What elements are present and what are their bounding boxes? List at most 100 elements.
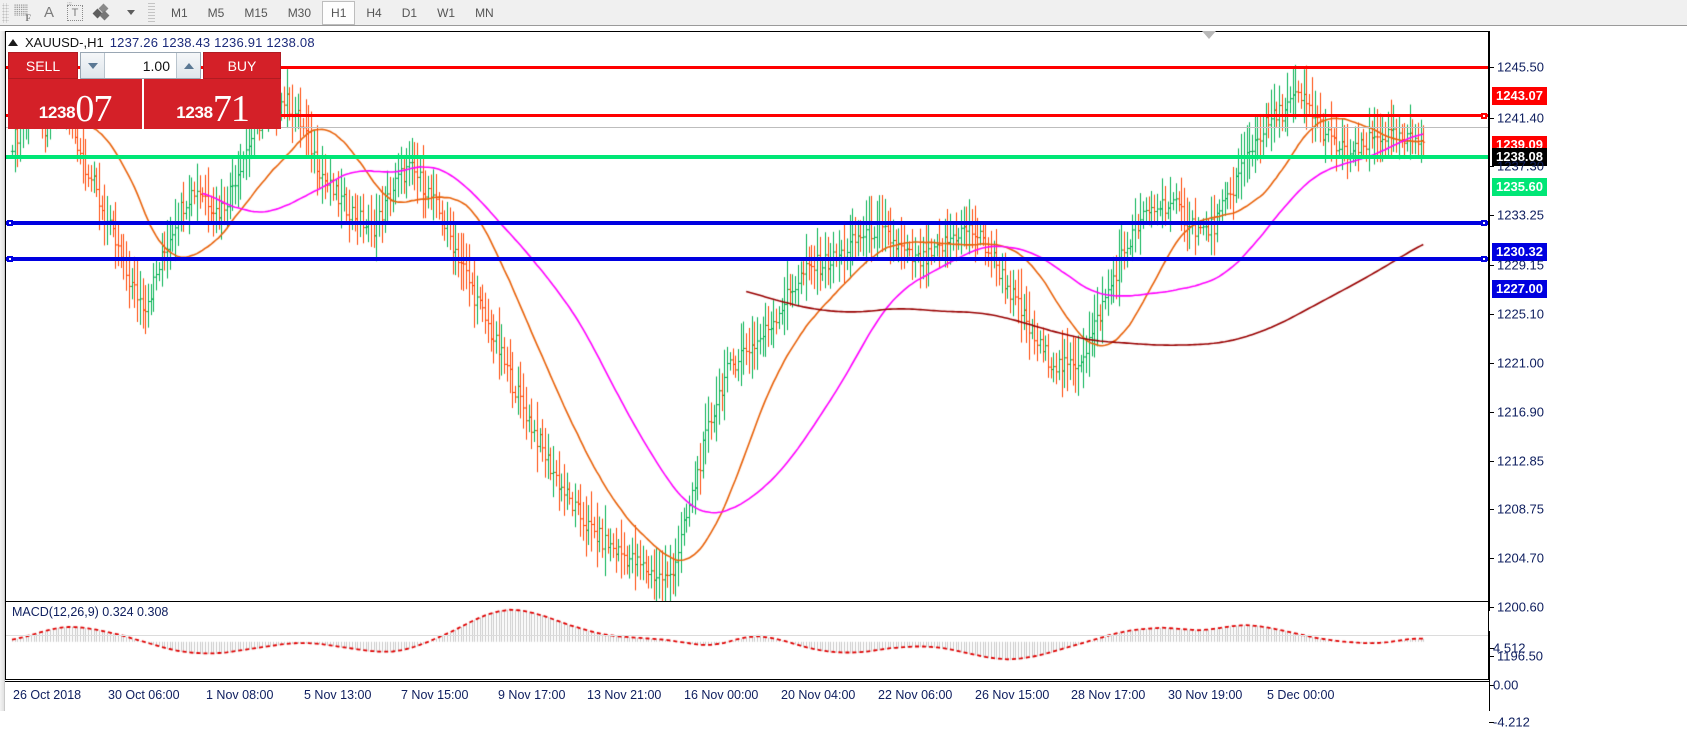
time-axis-label: 28 Nov 17:00 [1071, 688, 1146, 702]
volume-decrement-chevron-down-icon[interactable] [81, 53, 105, 78]
price-line-anchor-handle[interactable] [1481, 220, 1487, 226]
price-tick-mark [1489, 166, 1494, 167]
time-axis-label: 26 Nov 15:00 [975, 688, 1050, 702]
sell-price-display[interactable]: 1238 07 [8, 79, 144, 129]
price-line-anchor-handle[interactable] [7, 220, 13, 226]
toolbar-grip-handle[interactable] [2, 2, 9, 23]
order-line-1239[interactable] [6, 114, 1488, 117]
price-tick-mark [1489, 265, 1494, 266]
macd-indicator-panel[interactable]: MACD(12,26,9) 0.324 0.308 [5, 601, 1489, 680]
time-axis-label: 22 Nov 06:00 [878, 688, 953, 702]
chart-scale-drop-marker[interactable] [1202, 31, 1216, 39]
macd-zero-line [6, 635, 1488, 636]
timeframe-button-d1[interactable]: D1 [401, 5, 418, 20]
time-axis-label: 9 Nov 17:00 [498, 688, 566, 702]
chart-collapse-triangle-icon[interactable] [8, 38, 18, 46]
timeframe-button-m30[interactable]: M30 [287, 5, 312, 20]
timeframe-button-m1[interactable]: M1 [171, 5, 188, 20]
price-tick-label: 1196.50 [1497, 648, 1544, 664]
objects-diamonds-icon[interactable] [88, 2, 116, 24]
macd-tick-mark [1489, 722, 1494, 723]
price-tick-label: 1221.00 [1497, 355, 1544, 371]
sell-price-prefix: 1238 [38, 103, 76, 122]
resistance-line-1243[interactable] [6, 66, 1488, 69]
price-tick-mark [1489, 558, 1494, 559]
main-toolbar: F A T M1 M5 M15 M30 H1 H4 D1 W1 MN [0, 0, 1687, 26]
price-axis-line [1489, 31, 1490, 611]
time-axis[interactable]: 26 Oct 2018 30 Oct 06:00 1 Nov 08:00 5 Nov … [5, 681, 1489, 711]
price-tick-mark [1489, 412, 1494, 413]
timeframe-button-m15[interactable]: M15 [244, 5, 268, 20]
timeframe-button-m5[interactable]: M5 [207, 5, 225, 20]
price-tick-mark [1489, 656, 1494, 657]
time-axis-label: 16 Nov 00:00 [684, 688, 759, 702]
window-left-grip [0, 31, 5, 711]
price-level-tag[interactable]: 1227.00 [1492, 280, 1547, 298]
price-tick-label: 1225.10 [1497, 306, 1544, 322]
price-tick-mark [1489, 607, 1494, 608]
chart-ohlc-values: 1237.26 1238.43 1236.91 1238.08 [109, 34, 315, 50]
price-line-anchor-handle[interactable] [7, 256, 13, 262]
objects-dropdown-caret-icon[interactable] [116, 2, 142, 24]
price-tick-label: 1245.50 [1497, 59, 1544, 75]
volume-stepper[interactable]: 1.00 [80, 52, 201, 79]
price-tick-mark [1489, 67, 1494, 68]
volume-input[interactable]: 1.00 [105, 53, 176, 78]
text-label-t-icon[interactable]: T [62, 1, 88, 24]
one-click-prices: 1238 07 1238 71 [8, 79, 281, 129]
price-tick-mark [1489, 509, 1494, 510]
timeframe-button-h4[interactable]: H4 [366, 5, 382, 20]
price-line-anchor-handle[interactable] [1481, 112, 1487, 119]
timeframe-button-h1[interactable]: H1 [322, 0, 356, 25]
support-line-1235[interactable] [6, 155, 1488, 159]
price-tick-label: 1212.85 [1497, 453, 1544, 469]
support-line-1230[interactable] [6, 221, 1488, 225]
price-level-tag[interactable]: 1230.32 [1492, 243, 1547, 261]
price-axis[interactable]: 1245.50 1243.07 1241.40 1239.09 1238.08 1237.… [1489, 31, 1685, 730]
price-tick-label: 1200.60 [1497, 599, 1544, 615]
timeframe-button-mn[interactable]: MN [475, 5, 494, 20]
time-axis-label: 7 Nov 15:00 [401, 688, 469, 702]
support-line-1227[interactable] [6, 257, 1488, 261]
price-tick-label: 1233.25 [1497, 207, 1544, 223]
timeframe-button-w1[interactable]: W1 [437, 5, 456, 20]
toolbar-separator [148, 2, 155, 23]
macd-tick-mark [1489, 685, 1494, 686]
time-axis-label: 30 Nov 19:00 [1168, 688, 1243, 702]
buy-button[interactable]: BUY [203, 52, 281, 79]
buy-price-display[interactable]: 1238 71 [144, 79, 281, 129]
macd-axis-line [1489, 631, 1490, 711]
price-tick-label: 1241.40 [1497, 110, 1544, 126]
price-level-tag[interactable]: 1243.07 [1492, 87, 1547, 105]
time-axis-label: 30 Oct 06:00 [108, 688, 180, 702]
macd-label: MACD(12,26,9) 0.324 0.308 [12, 605, 169, 619]
time-axis-label: 20 Nov 04:00 [781, 688, 856, 702]
price-tick-label: 1229.15 [1497, 257, 1544, 273]
time-axis-label: 13 Nov 21:00 [587, 688, 662, 702]
time-axis-label: 5 Nov 13:00 [304, 688, 372, 702]
price-tick-mark [1489, 363, 1494, 364]
time-axis-label: 1 Nov 08:00 [206, 688, 274, 702]
text-a-icon[interactable]: A [43, 4, 54, 21]
sell-button[interactable]: SELL [8, 52, 78, 79]
macd-canvas [6, 602, 1488, 679]
crosshair-f-icon[interactable]: F [9, 2, 36, 24]
volume-increment-chevron-up-icon[interactable] [176, 53, 200, 78]
price-tick-mark [1489, 118, 1494, 119]
bid-line-1238[interactable] [6, 127, 1488, 128]
timeframe-button-group: M1 M5 M15 M30 H1 H4 D1 W1 MN [161, 0, 504, 25]
price-line-anchor-handle[interactable] [1481, 256, 1487, 262]
macd-tick-label: 0.00 [1493, 677, 1519, 693]
chart-header: XAUUSD-,H1 1237.26 1238.43 1236.91 1238.… [8, 33, 1487, 51]
price-level-tag[interactable]: 1235.60 [1492, 178, 1547, 196]
one-click-trading-controls: SELL 1.00 BUY [8, 52, 281, 79]
time-axis-label: 5 Dec 00:00 [1267, 688, 1335, 702]
price-tick-label: 1204.70 [1497, 550, 1544, 566]
time-axis-label: 26 Oct 2018 [13, 688, 82, 702]
price-tick-label: 1216.90 [1497, 404, 1544, 420]
buy-price-prefix: 1238 [176, 103, 213, 122]
one-click-trading-panel[interactable]: SELL 1.00 BUY 1238 07 1238 71 [8, 52, 281, 129]
price-tick-label: 1208.75 [1497, 501, 1544, 517]
price-level-tag[interactable]: 1238.08 [1492, 148, 1547, 166]
